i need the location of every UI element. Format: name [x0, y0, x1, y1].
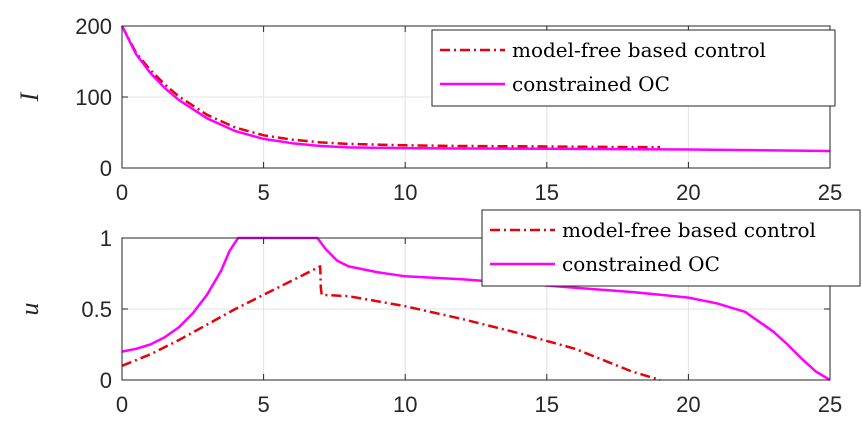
axes: 0 5 10 15 20 25 0 100 200	[75, 14, 842, 205]
x-tick-label: 25	[818, 392, 842, 417]
series-line-model-free	[120, 25, 661, 149]
y-axis-label: I	[15, 91, 44, 102]
legend-label-constrained: constrained OC	[562, 252, 720, 276]
x-tick-label: 5	[257, 392, 269, 417]
y-tick-label: 0	[100, 156, 112, 181]
legend-label-model-free: model-free based control	[562, 218, 816, 242]
legend-box	[431, 29, 836, 107]
x-tick-label: 20	[676, 180, 700, 205]
x-tick-label: 25	[818, 180, 842, 205]
x-tick-label: 15	[535, 392, 559, 417]
legend: model-free based control constrained OC	[431, 29, 836, 107]
y-tick-label: 200	[75, 14, 112, 39]
x-tick-label: 0	[116, 180, 128, 205]
x-tick-label: 15	[535, 180, 559, 205]
series-layer	[120, 25, 831, 153]
axes-box	[121, 237, 831, 381]
series-line-constrained	[121, 236, 831, 382]
y-tick-label: 1	[100, 226, 112, 251]
x-tick-label: 0	[116, 392, 128, 417]
legend-label-model-free: model-free based control	[512, 38, 766, 62]
legend: model-free based control constrained OC	[481, 209, 861, 287]
y-tick-label: 0	[100, 368, 112, 393]
x-tick-label: 20	[676, 392, 700, 417]
x-tick-label: 5	[257, 180, 269, 205]
y-tick-label: 0.5	[81, 297, 112, 322]
legend-box	[481, 209, 861, 287]
axes: 0 5 10 15 20 25 0 0.5 1	[81, 226, 842, 417]
x-tick-label: 10	[393, 180, 417, 205]
series-layer	[121, 236, 831, 382]
x-tick-label: 10	[393, 392, 417, 417]
series-line-constrained	[120, 25, 831, 153]
panel-intensity: 0 5 10 15 20 25 0 100 200 I model-free based con…	[15, 14, 842, 205]
panel-control: 0 5 10 15 20 25 0 0.5 1 u model-free based contr…	[15, 209, 861, 417]
y-axis-label: u	[15, 303, 44, 316]
legend-label-constrained: constrained OC	[512, 72, 670, 96]
series-line-model-free	[121, 265, 661, 382]
y-tick-label: 100	[75, 85, 112, 110]
